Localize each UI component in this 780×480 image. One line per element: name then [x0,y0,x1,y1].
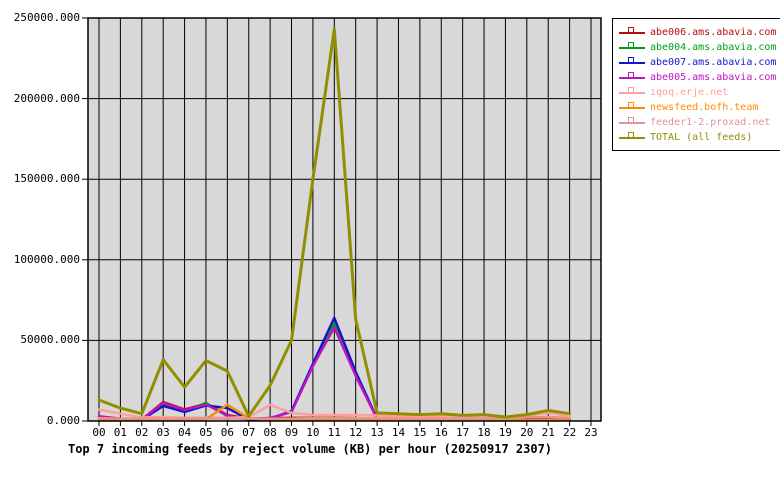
legend-line-sample-icon [619,55,645,70]
legend-label: abe006.ams.abavia.com [650,27,777,38]
legend-line-sample-icon [619,130,645,145]
y-tick-label: 250000.000 [13,11,80,24]
legend-label: abe007.ams.abavia.com [650,57,777,68]
legend-item: abe007.ams.abavia.com [619,55,780,70]
series-line [97,415,571,420]
y-tick-label: 50000.000 [20,333,80,347]
legend: abe006.ams.abavia.com abe004.ams.abavia.c… [612,18,780,151]
x-tick-label: 13 [370,426,384,439]
legend-item: TOTAL (all feeds) [619,130,780,145]
legend-label: newsfeed.bofh.team [650,102,759,113]
legend-label: iqoq.erje.net [650,87,729,98]
x-tick-label: 10 [306,426,320,439]
plot-background [88,18,601,421]
series-line [97,27,572,419]
legend-item: feeder1-2.proxad.net [619,115,780,130]
x-tick-label: 06 [220,426,234,439]
x-tick-label: 20 [520,426,534,439]
chart-title: Top 7 incoming feeds by reject volume (K… [67,442,553,456]
y-tick-label: 150000.000 [13,172,80,186]
series-line [97,403,571,422]
x-tick-label: 01 [113,426,128,439]
legend-label: abe005.ams.abavia.com [650,72,777,83]
x-tick-label: 23 [584,426,598,439]
x-tick-label: 21 [541,426,555,439]
x-tick-label: 14 [391,426,406,439]
x-tick-label: 12 [349,426,363,439]
x-tick-label: 17 [456,426,470,439]
x-tick-label: 09 [284,426,299,439]
y-tick-label: 100000.000 [13,252,80,266]
legend-line-sample-icon [619,115,645,130]
legend-label: TOTAL (all feeds) [650,132,753,143]
legend-line-sample-icon [619,100,645,115]
legend-item: iqoq.erje.net [619,85,780,100]
x-tick-label: 15 [413,426,427,439]
legend-item: abe005.ams.abavia.com [619,70,780,85]
y-tick-label: 200000.000 [13,91,80,105]
x-tick-label: 03 [156,426,170,439]
legend-line-sample-icon [619,40,645,55]
x-tick-label: 00 [92,426,106,439]
y-tick-label: 0.000 [46,414,80,427]
x-tick-label: 04 [177,426,192,439]
x-tick-label: 02 [135,426,149,439]
x-tick-label: 19 [498,426,513,439]
x-tick-label: 08 [263,426,277,439]
x-tick-label: 16 [434,426,448,439]
plot-border [87,17,602,422]
x-tick-label: 22 [562,426,577,439]
legend-label: feeder1-2.proxad.net [650,117,771,128]
legend-item: abe004.ams.abavia.com [619,40,780,55]
legend-line-sample-icon [619,85,645,100]
legend-item: newsfeed.bofh.team [619,100,780,115]
x-tick-label: 07 [242,426,256,439]
legend-item: abe006.ams.abavia.com [619,25,780,40]
x-tick-label: 11 [327,426,341,439]
legend-line-sample-icon [619,25,645,40]
x-tick-label: 05 [199,426,213,439]
legend-label: abe004.ams.abavia.com [650,42,777,53]
x-tick-label: 18 [477,426,491,439]
legend-line-sample-icon [619,70,645,85]
